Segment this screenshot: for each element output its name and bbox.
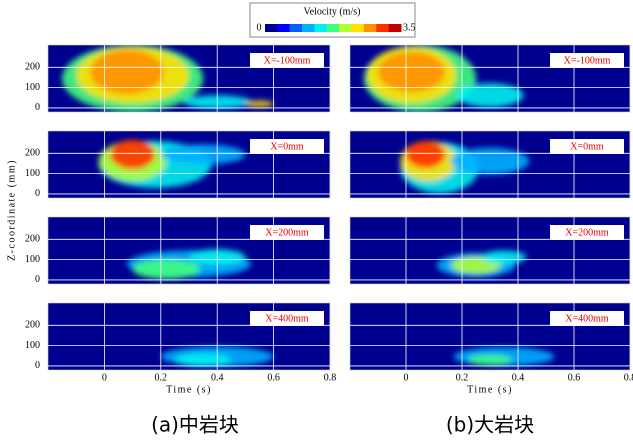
color-swatch [277,24,290,32]
color-swatch [352,24,365,32]
y-tick-label: 100 [25,340,40,351]
color-swatch [389,24,402,32]
y-tick-label: 200 [25,234,40,245]
figure: Velocity (m/s) 0 3.5 Z-coordinate (mm) (… [0,0,633,441]
velocity-blob [456,83,523,107]
x-tick-label: 0.6 [568,372,581,383]
annotation: X=-100mm [564,55,611,66]
y-tick-label: 0 [35,274,40,285]
velocity-blob [245,101,273,108]
x-tick-label: 0.4 [211,372,224,383]
color-swatch [314,24,327,32]
velocity-field [454,347,555,366]
y-tick-label: 100 [25,254,40,265]
annotation: X=0mm [270,141,304,152]
velocity-blob [406,141,445,168]
color-swatch [327,24,340,32]
color-swatch [364,24,377,32]
annotation: X=400mm [265,313,309,324]
annotation: X=0mm [570,141,604,152]
y-tick-label: 200 [25,62,40,73]
color-swatch [290,24,303,32]
y-tick-label: 0 [35,188,40,199]
velocity-blob [378,52,445,92]
x-tick-label: 0.6 [267,372,280,383]
y-tick-label: 100 [25,82,40,93]
x-tick-label: 0.8 [624,372,633,383]
color-swatch [265,24,278,32]
color-swatch [376,24,389,32]
y-axis-label: Z-coordinate (mm) [6,159,17,261]
x-tick-label: 0.8 [324,372,337,383]
y-tick-label: 0 [35,360,40,371]
velocity-blob [175,353,231,366]
y-tick-label: 200 [25,148,40,159]
velocity-blob [133,259,201,279]
velocity-blob [161,144,246,164]
x-tick-label: 0 [404,372,409,383]
x-tick-label: 0.2 [155,372,168,383]
velocity-blob [451,148,529,175]
x-axis-label: Time (s) [467,384,513,395]
velocity-blob [110,140,155,169]
color-swatch [339,24,352,32]
velocity-blob [468,355,513,366]
annotation: X=200mm [565,227,609,238]
velocity-blob [482,251,527,264]
x-tick-label: 0.4 [512,372,525,383]
annotation: X=200mm [265,227,309,238]
colorbar-title: Velocity (m/s) [304,6,361,17]
x-tick-label: 0.2 [456,372,469,383]
colorbar-max: 3.5 [403,22,416,33]
y-tick-label: 0 [35,102,40,113]
colorbar-min: 0 [257,22,262,33]
y-tick-label: 200 [25,320,40,331]
x-axis-label: Time (s) [166,384,212,395]
caption: (a)中岩块 [151,413,239,437]
y-tick-label: 100 [25,168,40,179]
color-swatch [302,24,315,32]
caption: (b)大岩块 [446,413,534,437]
x-tick-label: 0 [102,372,107,383]
annotation: X=400mm [565,313,609,324]
annotation: X=-100mm [264,55,311,66]
